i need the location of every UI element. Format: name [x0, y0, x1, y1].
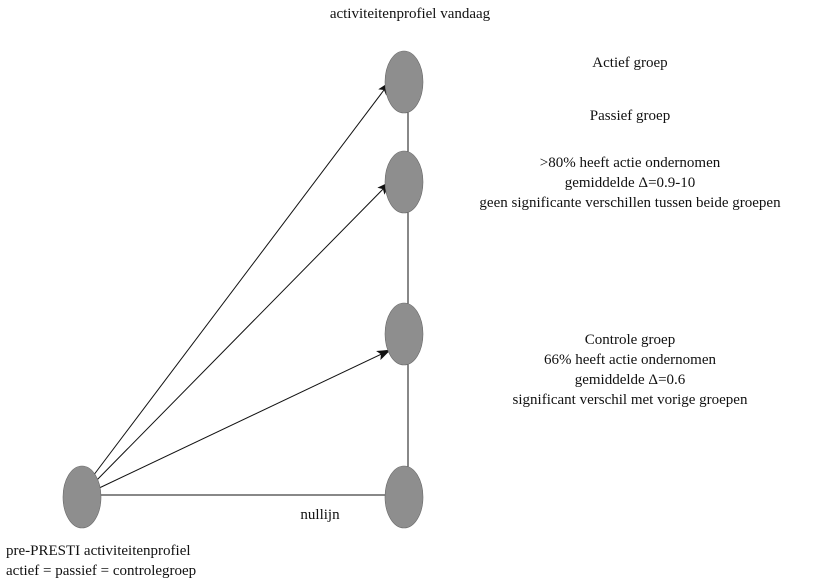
origin-label-line1: pre-PRESTI activiteitenprofiel	[6, 543, 191, 559]
arrow-to-actief	[89, 81, 391, 481]
controle-notes: Controle groep 66% heeft actie ondernome…	[430, 330, 816, 410]
passief-group-label: Passief groep	[589, 108, 671, 124]
diagram-title: activiteitenprofiel vandaag	[329, 6, 491, 22]
controle-note-significance: significant verschil met vorige groepen	[512, 392, 748, 408]
arrow-to-passief	[91, 181, 391, 486]
node-actief-oval	[384, 50, 424, 114]
controle-group-label: Controle groep	[584, 332, 676, 348]
node-controle-oval	[384, 302, 424, 366]
node-passief-oval	[384, 150, 424, 214]
actief-group-label: Actief groep	[592, 55, 668, 71]
passief-notes: >80% heeft actie ondernomen gemiddelde Δ…	[430, 153, 816, 213]
origin-label-line2: actief = passief = controlegroep	[6, 563, 197, 579]
baseline-label: nullijn	[300, 507, 340, 523]
controle-note-delta: gemiddelde Δ=0.6	[574, 372, 686, 388]
node-origin-oval	[62, 465, 102, 529]
passief-note-significance: geen significante verschillen tussen bei…	[479, 195, 781, 211]
controle-note-action: 66% heeft actie ondernomen	[543, 352, 716, 368]
node-nullijn-oval	[384, 465, 424, 529]
passief-note-action: >80% heeft actie ondernomen	[539, 155, 721, 171]
arrow-to-controle	[94, 349, 391, 491]
passief-note-delta: gemiddelde Δ=0.9-10	[564, 175, 696, 191]
